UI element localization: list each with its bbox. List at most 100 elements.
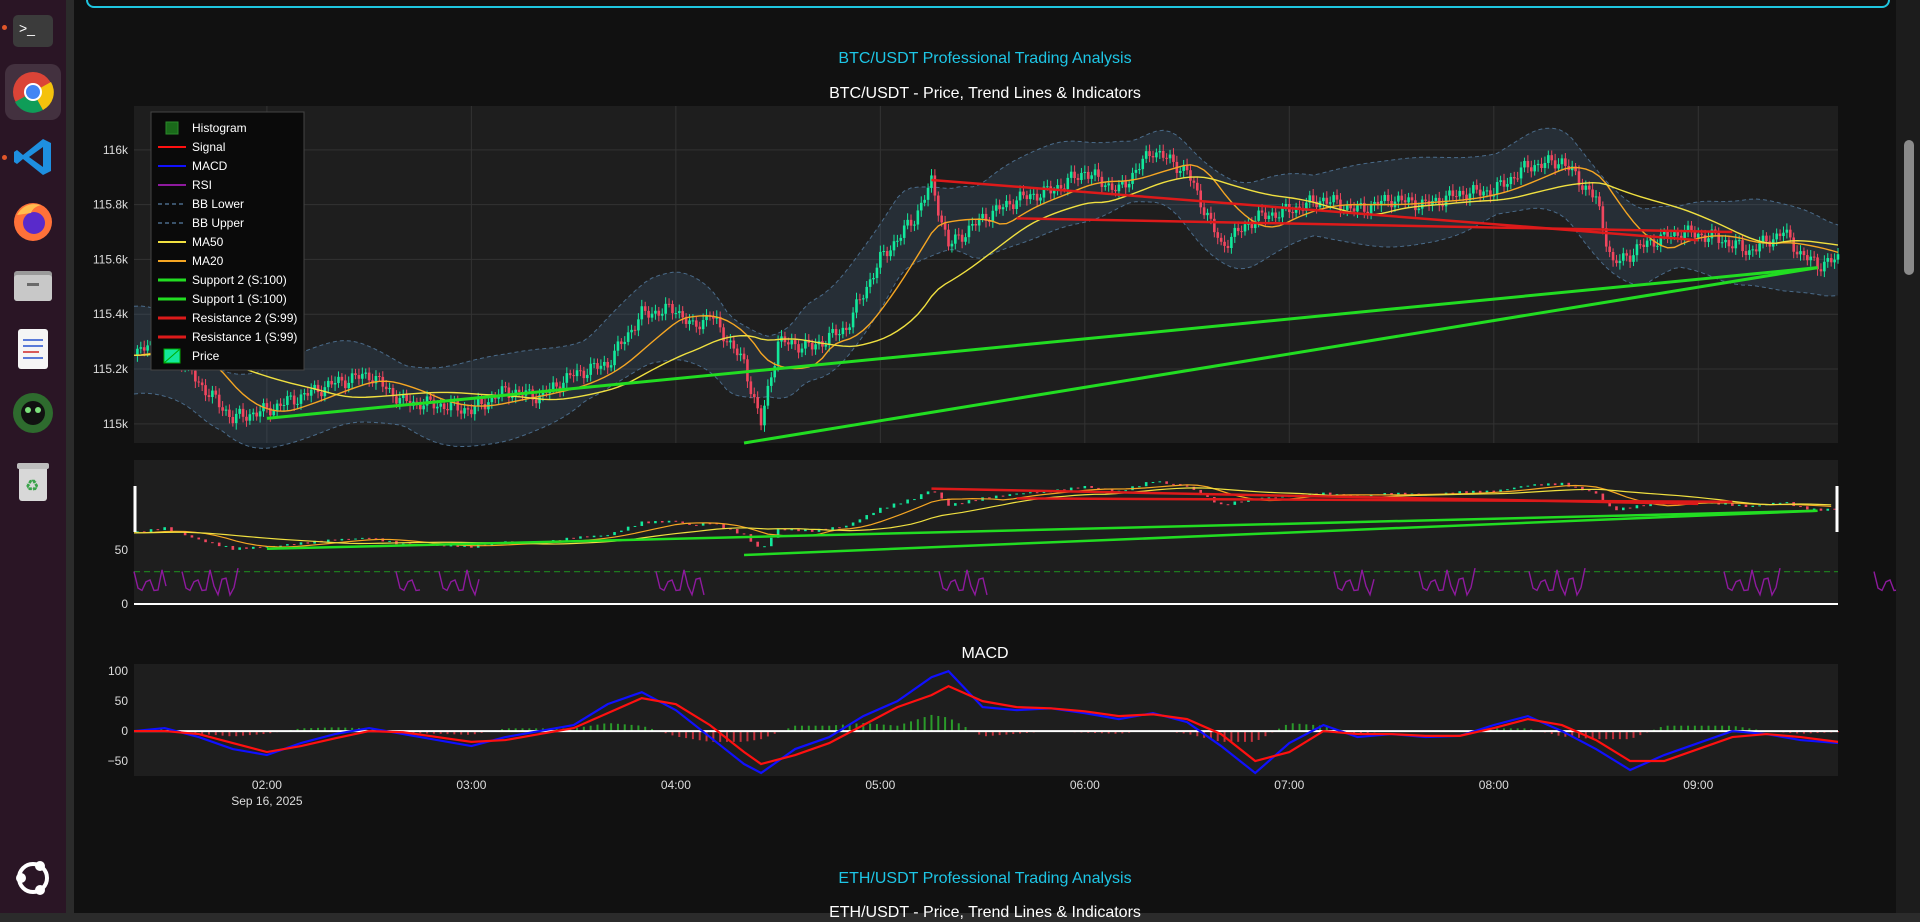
legend-label[interactable]: MA20 xyxy=(192,254,224,268)
candle-body xyxy=(1700,234,1703,235)
candle-body xyxy=(760,408,763,425)
eth-chart-title: ETH/USDT - Price, Trend Lines & Indicato… xyxy=(74,904,1896,922)
mini-candle xyxy=(900,503,903,504)
vscode-icon[interactable] xyxy=(5,129,61,185)
mini-candle xyxy=(1159,481,1162,482)
mini-candle xyxy=(593,536,596,538)
legend-label[interactable]: Support 2 (S:100) xyxy=(192,273,287,287)
candle-body xyxy=(1752,249,1755,250)
candle-body xyxy=(736,349,739,356)
candle-body xyxy=(1792,237,1795,251)
page-scrollbar[interactable] xyxy=(1896,0,1920,913)
mini-candle xyxy=(852,522,855,525)
candle-body xyxy=(1806,255,1809,260)
legend-label[interactable]: Signal xyxy=(192,140,225,154)
macd-histogram-bar xyxy=(1299,724,1301,731)
candle-body xyxy=(1233,228,1236,237)
candle-body xyxy=(208,395,211,397)
legend-label[interactable]: MA50 xyxy=(192,235,224,249)
candle-body xyxy=(794,340,797,344)
candle-body xyxy=(1135,170,1138,173)
mini-candle xyxy=(1574,487,1577,488)
macd-histogram-bar xyxy=(924,717,926,731)
candle-body xyxy=(1094,169,1097,175)
text-editor-icon[interactable] xyxy=(5,321,61,377)
legend-label[interactable]: MACD xyxy=(192,159,228,173)
candle-body xyxy=(668,304,671,305)
macd-histogram-bar xyxy=(760,731,762,739)
terminal-icon[interactable]: >_ xyxy=(5,3,61,59)
macd-histogram-bar xyxy=(937,716,939,731)
mini-candle xyxy=(797,529,800,531)
mini-candle xyxy=(627,527,630,531)
candle-body xyxy=(566,373,569,383)
rsi-y-tick-label: 50 xyxy=(115,543,129,557)
candle-body xyxy=(1830,258,1833,262)
apps-grid-icon[interactable] xyxy=(5,850,61,906)
mini-candle xyxy=(1077,488,1080,489)
candle-body xyxy=(1540,164,1543,168)
mini-candle xyxy=(1022,493,1025,494)
legend-label[interactable]: RSI xyxy=(192,178,212,192)
legend-label[interactable]: BB Lower xyxy=(192,197,244,211)
mini-candle xyxy=(300,542,303,544)
candle-body xyxy=(702,320,705,329)
macd-histogram-bar xyxy=(753,731,755,740)
candle-body xyxy=(882,251,885,252)
legend-label[interactable]: BB Upper xyxy=(192,216,244,230)
macd-histogram-bar xyxy=(1251,731,1253,742)
candle-body xyxy=(480,398,483,404)
candle-body xyxy=(637,319,640,330)
candle-body xyxy=(750,381,753,394)
candle-body xyxy=(1271,212,1274,215)
candle-body xyxy=(146,345,149,350)
candle-body xyxy=(364,373,367,374)
trash-icon[interactable]: ♻ xyxy=(5,453,61,509)
mini-candle xyxy=(763,546,766,547)
game-icon[interactable] xyxy=(5,385,61,441)
candle-body xyxy=(981,214,984,218)
candle-body xyxy=(1411,197,1414,200)
legend[interactable]: Histogram Signal MACD RSI BB Lower BB Upper MA… xyxy=(151,112,304,370)
candle-body xyxy=(1591,190,1594,198)
legend-label[interactable]: Histogram xyxy=(192,121,247,135)
candle-body xyxy=(1223,242,1226,246)
candle-body xyxy=(1697,234,1700,238)
candle-body xyxy=(1796,252,1799,255)
candle-body xyxy=(1002,207,1005,209)
candle-body xyxy=(992,211,995,222)
files-icon[interactable] xyxy=(5,257,61,313)
candle-body xyxy=(1448,190,1451,195)
candle-body xyxy=(930,175,933,187)
chrome-icon[interactable] xyxy=(5,64,61,120)
candle-body xyxy=(1564,158,1567,166)
mini-candle xyxy=(1165,481,1168,484)
mini-candle xyxy=(1806,506,1809,509)
candle-body xyxy=(889,250,892,256)
x-tick-label: 02:00 xyxy=(252,778,282,792)
scrollbar-thumb[interactable] xyxy=(1904,140,1914,275)
legend-label[interactable]: Resistance 2 (S:99) xyxy=(192,311,297,325)
candle-body xyxy=(814,344,817,349)
candle-body xyxy=(1755,249,1758,251)
candle-body xyxy=(1728,240,1731,246)
candle-body xyxy=(1452,190,1455,196)
candle-body xyxy=(1370,205,1373,214)
candle-body xyxy=(1159,151,1162,152)
legend-label[interactable]: Price xyxy=(192,349,220,363)
candle-body xyxy=(1203,207,1206,215)
mini-candle xyxy=(879,508,882,513)
candle-body xyxy=(961,235,964,242)
legend-label[interactable]: Resistance 1 (S:99) xyxy=(192,330,297,344)
mini-candle xyxy=(1595,491,1598,493)
candle-body xyxy=(1789,230,1792,238)
candle-body xyxy=(555,382,558,386)
legend-label[interactable]: Support 1 (S:100) xyxy=(192,292,287,306)
candle-body xyxy=(1745,251,1748,255)
candle-body xyxy=(1111,183,1114,189)
mini-candle xyxy=(1615,506,1618,510)
candle-body xyxy=(279,404,282,406)
candle-body xyxy=(330,381,333,385)
firefox-icon[interactable] xyxy=(5,193,61,249)
